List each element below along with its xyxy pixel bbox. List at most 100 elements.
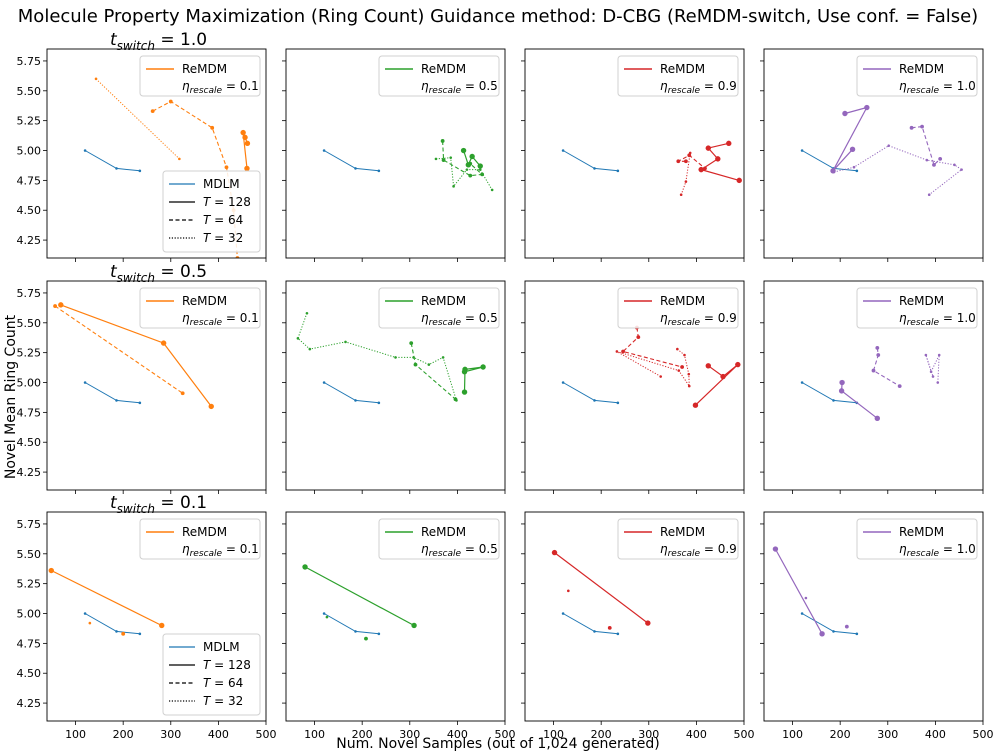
series-T32-point [441,356,445,359]
panel-data [296,311,486,405]
x-tick-label: 100 [543,728,564,741]
mdlm-point [83,381,87,384]
y-tick-label: 5.75 [17,287,42,300]
series-T128-point [842,110,848,117]
legend-eta-value: = 0.5 [461,79,498,93]
legend-lower-label: T = 64 [203,676,243,690]
panel-frame [285,280,506,491]
series-T128-point [838,388,845,394]
series-T64-point [168,99,173,104]
panel-frame [46,280,267,491]
x-tick-label: 400 [447,728,468,741]
legend-lower-label: T = 128 [203,195,251,209]
mdlm-point [354,630,357,633]
legend-eta: ηrescale = 0.1 [182,311,259,328]
series-T32-point [434,157,438,161]
y-tick-label: 5.00 [17,145,42,158]
legend-box [378,55,500,97]
legend-eta: ηrescale = 0.1 [182,542,259,559]
mdlm-line [801,613,857,635]
mdlm-line [84,382,140,404]
legend-eta: ηrescale = 1.0 [899,311,976,328]
panel-frame [524,48,745,259]
series-T128-point [302,564,308,570]
legend-eta: ηrescale = 0.9 [660,542,737,559]
series-T32-line [297,313,457,401]
series-T128-point [58,302,64,308]
y-tick-label: 4.50 [17,204,42,217]
legend-eta-sub: rescale [668,549,701,559]
legend-label: ReMDM [421,525,466,539]
legend-eta-symbol: η [421,79,429,93]
y-tick-label: 4.75 [17,174,42,187]
series-T128-point [736,177,742,184]
legend-box [856,287,978,329]
legend-eta: ηrescale = 0.5 [421,311,498,328]
series-T32-point [887,144,891,148]
series-T64-point [150,109,155,114]
legend-eta-value: = 0.9 [700,79,737,93]
row-title-value: = 1.0 [155,30,207,50]
y-tick-label: 4.75 [17,637,42,650]
series-T64-point [621,349,625,354]
x-tick-label: 100 [65,728,86,741]
legend-lower-label: MDLM [203,177,240,191]
series-T128-point [819,631,825,637]
panel-frame [46,511,267,722]
panel-frame [763,48,984,259]
series-T64-point [684,159,688,164]
series-T32-point [305,311,309,315]
legend-eta-symbol: η [899,542,907,556]
mdlm-line [562,382,618,404]
series-T128-line [554,552,649,624]
panel: ReMDM ηrescale = 1.0 [760,280,984,494]
x-tick-label: 200 [830,728,851,741]
row-title: tswitch = 1.0 [110,30,207,53]
legend-lower-value: = 32 [210,694,243,708]
panel-frame [285,48,506,259]
y-tick-label: 4.50 [17,436,42,449]
y-tick-label: 5.00 [17,608,42,621]
panel-frame [46,48,267,259]
series-T128-line [840,382,878,419]
series-T128-point [772,546,779,552]
series-T128-point [720,373,726,380]
x-tick-label: 300 [160,728,181,741]
series-T128-point [726,140,732,147]
series-T128-point [465,162,472,168]
mdlm-point [115,630,118,633]
legend-eta: ηrescale = 0.9 [660,311,737,328]
legend-box [856,518,978,560]
legend-label: ReMDM [182,62,227,76]
series-T32-point [852,165,856,169]
series-T32-point [687,372,691,376]
series-T128-line [463,150,481,167]
legend-eta-symbol: η [660,311,668,325]
series-T128-point [864,104,870,111]
series-T64-point [607,625,612,630]
legend-label: ReMDM [899,62,944,76]
series-T128-line [463,366,484,393]
series-T128-point [839,379,845,386]
series-T32-point [308,347,312,351]
series-T32-point [953,163,956,167]
series-T64-point [844,624,849,629]
series-T32-point [687,384,691,388]
panel-frame [763,280,984,491]
series-T64-point [897,384,902,388]
panel: ReMDM ηrescale = 0.5 [282,48,506,262]
series-T64-point [441,158,446,162]
legend-eta-sub: rescale [429,549,462,559]
panel-frame [763,511,984,722]
y-tick-label: 5.75 [17,55,42,68]
series-T64-line [678,154,706,169]
legend-lower-var: T [203,231,212,245]
panel-data [772,546,859,637]
legend-lower-label: T = 128 [203,658,251,672]
mdlm-point [800,381,804,384]
legend-eta-symbol: η [660,542,668,556]
series-T64-point [121,631,126,636]
series-T64-point [676,159,681,164]
series-T32-point [925,158,929,162]
panel: 100 200 300 400 500 ReMDM ηrescale = 0.9 [521,511,755,741]
